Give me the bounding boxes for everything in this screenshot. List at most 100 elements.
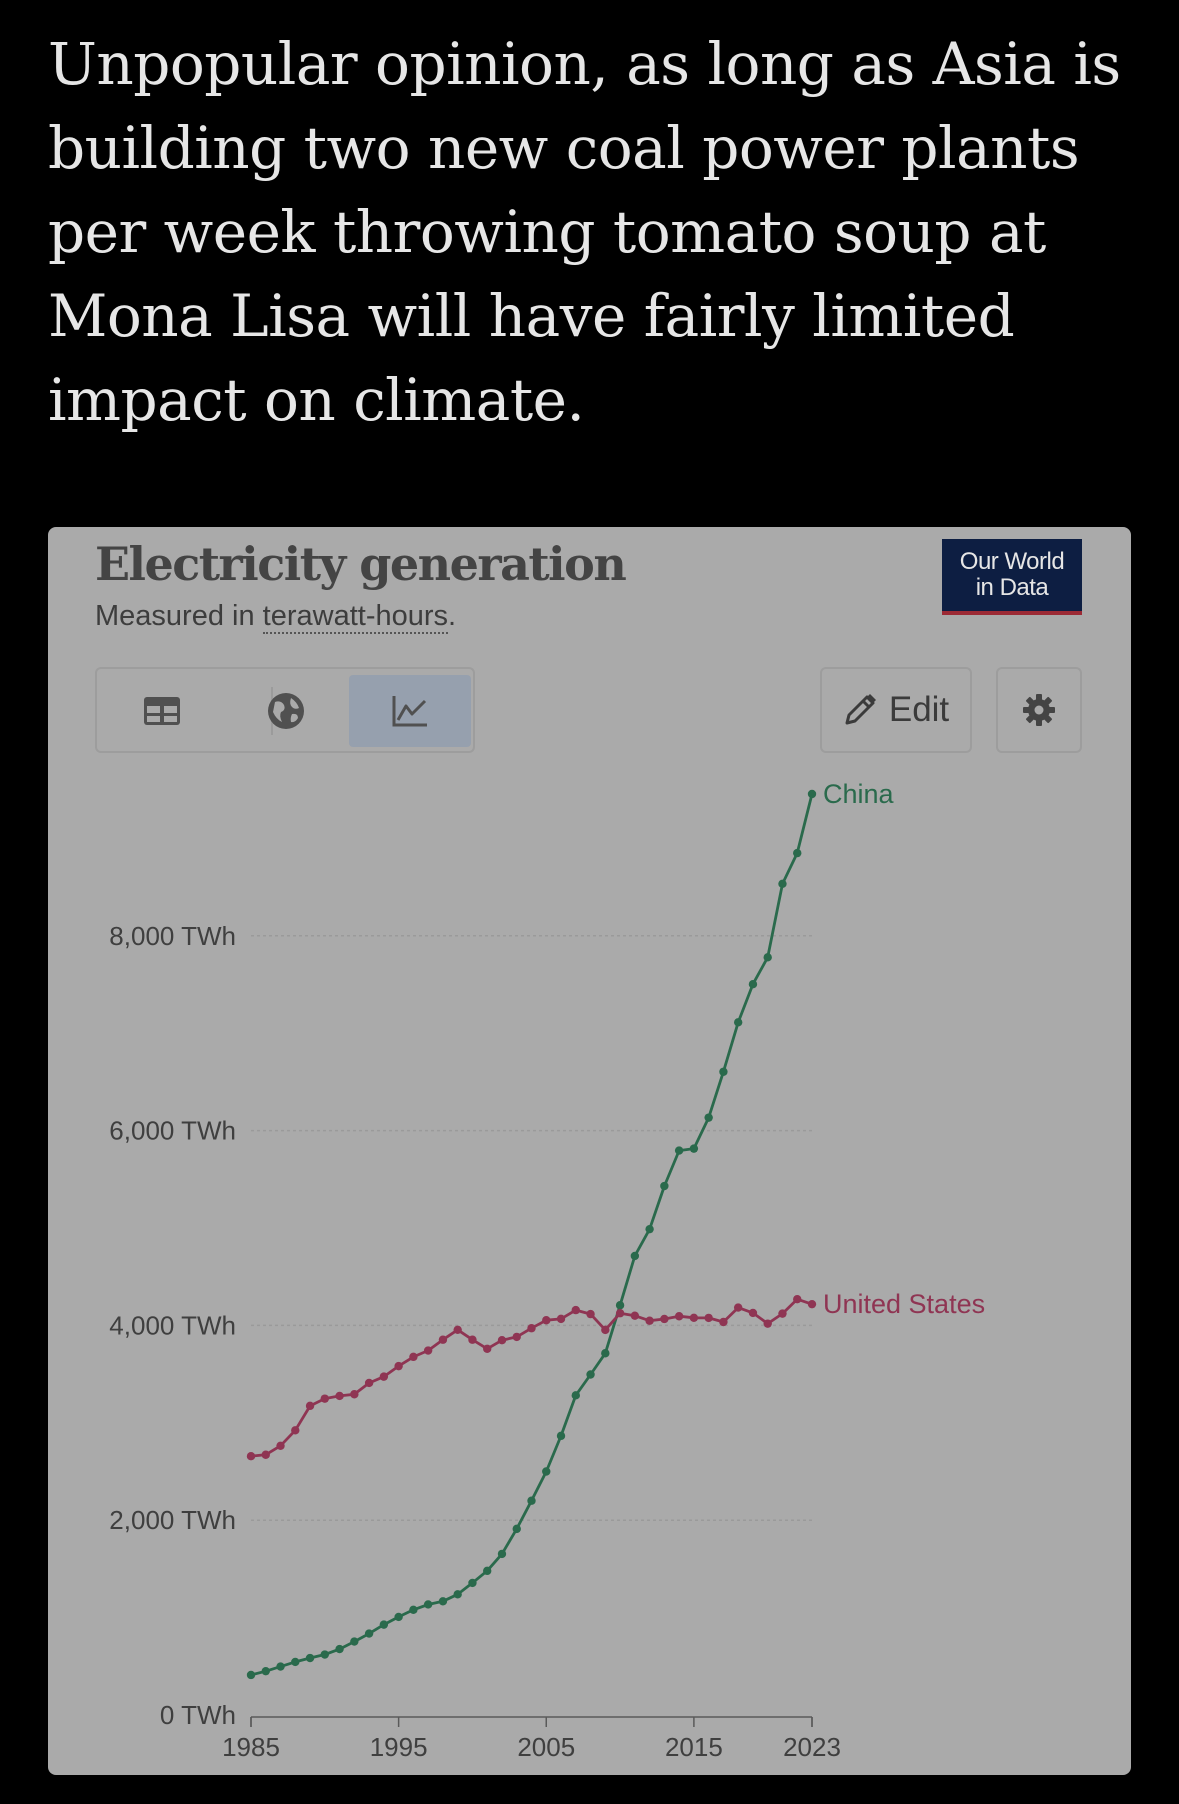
owid-logo[interactable]: Our World in Data xyxy=(942,539,1082,615)
data-point xyxy=(320,1650,330,1659)
data-point xyxy=(733,1018,743,1027)
data-point xyxy=(615,1309,625,1318)
data-point xyxy=(556,1314,566,1324)
data-point xyxy=(483,1566,492,1576)
data-point xyxy=(778,1309,787,1318)
series-line-united-states xyxy=(250,1297,813,1458)
data-point xyxy=(601,1349,610,1358)
data-point xyxy=(291,1657,300,1667)
data-point xyxy=(719,1067,728,1076)
data-point xyxy=(320,1394,330,1403)
post-text: Unpopular opinion, as long as Asia is bu… xyxy=(48,30,1121,434)
data-point xyxy=(379,1620,389,1629)
table-icon xyxy=(144,697,180,725)
data-point xyxy=(497,1549,507,1559)
y-tick-label: 0 TWh xyxy=(160,1700,236,1730)
data-point xyxy=(793,848,802,858)
data-point xyxy=(527,1324,536,1333)
map-view-button[interactable] xyxy=(225,675,347,747)
y-tick-label: 6,000 TWh xyxy=(109,1116,236,1146)
data-point xyxy=(660,1314,669,1324)
data-point xyxy=(660,1181,669,1191)
data-point xyxy=(807,1299,817,1309)
data-point xyxy=(630,1251,640,1261)
chart-subtitle: Measured in terawatt-hours. xyxy=(95,600,457,634)
series-label: China xyxy=(823,779,895,809)
series-label: United States xyxy=(823,1289,985,1319)
data-point xyxy=(512,1524,521,1534)
data-point xyxy=(793,1294,802,1304)
data-point xyxy=(674,1146,684,1155)
unit-link[interactable]: terawatt-hours xyxy=(262,600,449,634)
data-point xyxy=(246,1670,256,1680)
data-point xyxy=(261,1450,270,1459)
data-point xyxy=(483,1344,492,1353)
data-point xyxy=(689,1144,699,1153)
chart-card: Electricity generation Measured in teraw… xyxy=(48,527,1131,1775)
data-point xyxy=(674,1312,684,1321)
data-point xyxy=(542,1316,551,1325)
data-point xyxy=(246,1452,256,1461)
data-point xyxy=(601,1325,610,1335)
data-point xyxy=(335,1644,344,1654)
x-tick-label: 1985 xyxy=(222,1732,280,1762)
x-tick-label: 1995 xyxy=(370,1732,428,1762)
data-point xyxy=(305,1401,315,1411)
line-chart-icon xyxy=(392,696,427,727)
data-point xyxy=(468,1578,477,1588)
gear-icon xyxy=(1023,694,1055,726)
x-tick-label: 2023 xyxy=(783,1732,841,1762)
table-view-button[interactable] xyxy=(101,675,223,747)
data-point xyxy=(394,1612,403,1622)
data-point xyxy=(423,1346,433,1355)
data-point xyxy=(689,1313,699,1323)
chart-title: Electricity generation xyxy=(95,537,627,591)
data-point xyxy=(778,879,787,888)
data-point xyxy=(261,1666,270,1676)
data-point xyxy=(423,1600,433,1609)
data-point xyxy=(645,1224,654,1234)
data-point xyxy=(468,1335,477,1344)
data-point xyxy=(394,1361,403,1371)
data-point xyxy=(364,1378,374,1388)
settings-button[interactable] xyxy=(996,667,1082,753)
data-point xyxy=(542,1467,551,1476)
edit-button[interactable]: Edit xyxy=(820,667,972,753)
y-tick-label: 8,000 TWh xyxy=(109,921,236,951)
data-point xyxy=(733,1303,743,1312)
data-point xyxy=(748,1308,758,1318)
logo-line-2: in Data xyxy=(975,574,1049,601)
data-point xyxy=(748,980,758,989)
data-point xyxy=(276,1441,285,1450)
data-point xyxy=(586,1370,595,1379)
subtitle-suffix: . xyxy=(448,600,457,632)
data-point xyxy=(807,789,817,799)
pencil-icon xyxy=(845,694,876,725)
data-point xyxy=(409,1352,418,1362)
data-point xyxy=(763,953,772,962)
subtitle-prefix: Measured in xyxy=(95,600,263,632)
data-point xyxy=(586,1309,595,1319)
data-point xyxy=(409,1605,418,1615)
data-point xyxy=(291,1426,300,1435)
data-point xyxy=(379,1372,389,1381)
data-point xyxy=(453,1325,462,1334)
data-point xyxy=(335,1391,344,1401)
data-point xyxy=(571,1305,580,1315)
y-tick-label: 4,000 TWh xyxy=(109,1310,236,1340)
data-point xyxy=(438,1335,448,1344)
edit-label: Edit xyxy=(888,690,950,729)
data-point xyxy=(571,1391,580,1400)
data-point xyxy=(453,1590,462,1599)
data-point xyxy=(704,1313,713,1323)
logo-line-1: Our World xyxy=(959,548,1065,575)
y-tick-label: 2,000 TWh xyxy=(109,1505,236,1535)
data-point xyxy=(527,1496,536,1505)
data-point xyxy=(704,1113,713,1122)
chart-view-button[interactable] xyxy=(349,675,471,747)
data-point xyxy=(276,1662,285,1671)
x-tick-label: 2005 xyxy=(517,1732,575,1762)
data-point xyxy=(556,1431,566,1441)
data-point xyxy=(630,1311,640,1320)
data-point xyxy=(350,1637,359,1646)
